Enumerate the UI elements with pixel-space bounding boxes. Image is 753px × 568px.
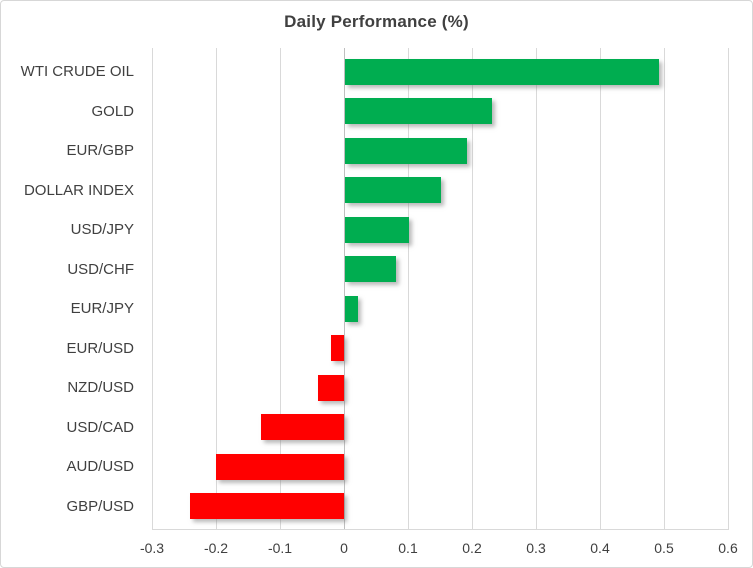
category-label: EUR/USD <box>66 339 134 357</box>
gridline <box>408 48 409 529</box>
gridline <box>536 48 537 529</box>
bar-usd-chf <box>345 256 396 283</box>
category-label: USD/CHF <box>67 260 134 278</box>
x-tick-label: 0.4 <box>590 540 610 556</box>
x-tick-label: 0.3 <box>526 540 546 556</box>
x-axis-line <box>152 529 729 530</box>
bar-usd-cad <box>261 414 344 441</box>
x-tick-label: 0.2 <box>462 540 482 556</box>
bar-gold <box>345 98 492 125</box>
category-label: NZD/USD <box>67 379 134 396</box>
bar-wti-crude-oil <box>345 58 659 85</box>
gridline <box>664 48 665 529</box>
category-label: GBP/USD <box>66 497 134 515</box>
x-tick-label: -0.2 <box>203 540 229 556</box>
category-label: EUR/JPY <box>70 300 134 317</box>
x-tick-label: 0.6 <box>718 540 738 556</box>
bar-usd-jpy <box>345 216 409 243</box>
bar-gbp-usd <box>190 493 344 520</box>
bar-eur-jpy <box>345 295 358 322</box>
plot-area <box>152 48 729 529</box>
bar-nzd-usd <box>318 374 344 401</box>
x-tick-label: -0.1 <box>267 540 293 556</box>
x-tick-label: 0 <box>340 540 348 556</box>
gridline <box>472 48 473 529</box>
chart-title: Daily Performance (%) <box>284 12 469 31</box>
bar-aud-usd <box>216 453 344 480</box>
category-label: USD/JPY <box>70 221 134 238</box>
category-label: AUD/USD <box>66 458 134 475</box>
bar-eur-gbp <box>345 137 467 164</box>
x-tick-label: -0.3 <box>139 540 165 556</box>
x-tick-label: 0.1 <box>398 540 418 556</box>
gridline <box>728 48 729 529</box>
bar-eur-usd <box>331 335 344 362</box>
zero-axis-line <box>344 48 345 529</box>
gridline <box>152 48 153 529</box>
bar-dollar-index <box>345 177 441 204</box>
gridline <box>600 48 601 529</box>
category-label: GOLD <box>91 102 134 120</box>
x-tick-label: 0.5 <box>654 540 674 556</box>
category-label: WTI CRUDE OIL <box>20 63 134 80</box>
category-label: DOLLAR INDEX <box>23 181 134 199</box>
gridline <box>216 48 217 529</box>
gridline <box>280 48 281 529</box>
category-label: EUR/GBP <box>66 142 134 159</box>
category-label: USD/CAD <box>66 418 134 436</box>
